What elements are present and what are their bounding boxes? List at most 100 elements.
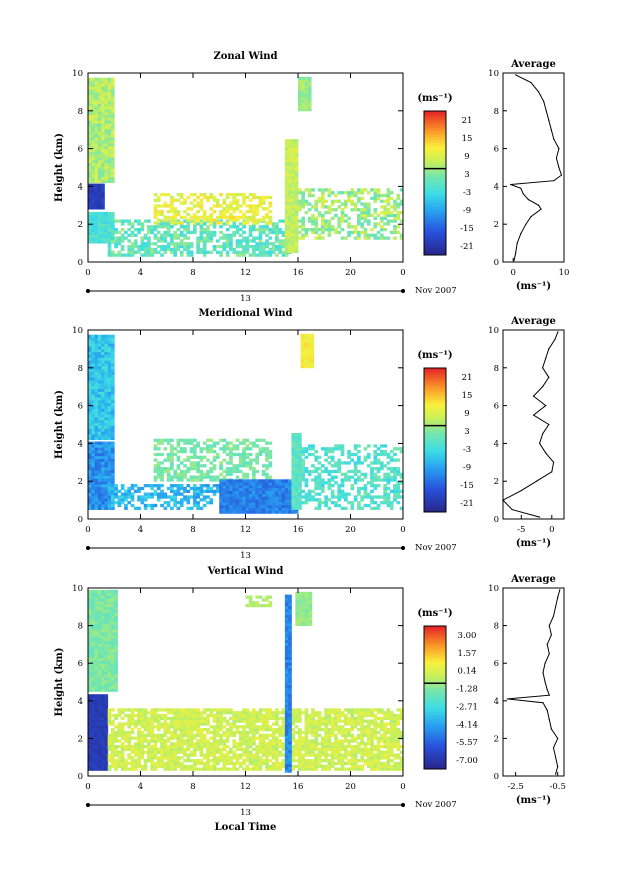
heatmap-cell xyxy=(183,441,187,445)
heatmap-cell xyxy=(235,215,240,219)
heatmap-cell xyxy=(265,227,269,232)
heatmap-cell xyxy=(278,501,282,506)
heatmap-cell xyxy=(370,506,374,510)
heatmap-cell xyxy=(301,469,305,474)
heatmap-cell xyxy=(360,478,365,482)
heatmap-cell xyxy=(91,697,95,701)
heatmap-cell xyxy=(183,210,187,214)
heatmap-cell xyxy=(94,589,99,594)
heatmap-cell xyxy=(97,441,102,445)
heatmap-cell xyxy=(91,237,95,241)
heatmap-cell xyxy=(294,153,299,157)
heatmap-cell xyxy=(140,253,145,257)
heatmap-cell xyxy=(101,162,105,167)
heatmap-cell xyxy=(275,227,279,232)
y-tick-label: 2 xyxy=(78,477,83,487)
heatmap-cell xyxy=(366,205,371,209)
heatmap-cell xyxy=(255,756,260,760)
colorbar-tick-label: -15 xyxy=(460,481,474,491)
heatmap-cell xyxy=(300,347,305,352)
heatmap-cell xyxy=(88,388,92,392)
heatmap-cell xyxy=(206,761,210,766)
heatmap-cell xyxy=(114,623,118,627)
heatmap-cell xyxy=(94,629,99,633)
heatmap-cell xyxy=(268,450,273,454)
heatmap-cell xyxy=(104,433,109,438)
heatmap-cell xyxy=(300,336,305,340)
heatmap-cell xyxy=(88,391,92,395)
heatmap-cell xyxy=(347,225,351,229)
heatmap-cell xyxy=(104,503,109,508)
heatmap-cell xyxy=(291,241,296,245)
heatmap-cell xyxy=(133,489,138,493)
heatmap-cell xyxy=(183,747,187,752)
heatmap-cell xyxy=(179,438,184,442)
heatmap-cell xyxy=(91,162,95,167)
heatmap-cell xyxy=(393,486,397,491)
heatmap-cell xyxy=(104,120,109,124)
heatmap-cell xyxy=(389,501,394,505)
heatmap-cell xyxy=(94,394,99,398)
heatmap-cell xyxy=(291,215,296,219)
heatmap-cell xyxy=(288,176,292,180)
heatmap-cell xyxy=(265,475,269,479)
colorbar-segment xyxy=(424,483,446,487)
heatmap-cell xyxy=(114,484,118,488)
heatmap-cell xyxy=(353,452,358,457)
heatmap-cell xyxy=(107,428,112,432)
heatmap-cell xyxy=(301,233,305,237)
heatmap-cell xyxy=(235,504,240,509)
heatmap-cell xyxy=(91,595,95,599)
heatmap-cell xyxy=(304,230,309,235)
heatmap-cell xyxy=(91,447,95,451)
heatmap-cell xyxy=(156,438,161,442)
heatmap-cell xyxy=(199,475,204,479)
heatmap-cell xyxy=(199,506,204,510)
heatmap-cell xyxy=(327,225,332,229)
heatmap-cell xyxy=(107,606,112,611)
heatmap-cell xyxy=(229,728,233,732)
heatmap-cell xyxy=(117,753,122,757)
heatmap-cell xyxy=(265,244,269,249)
heatmap-cell xyxy=(163,218,168,222)
heatmap-cell xyxy=(153,503,158,508)
heatmap-cell xyxy=(183,486,187,491)
heatmap-cell xyxy=(104,145,109,150)
heatmap-cell xyxy=(91,495,95,499)
heatmap-cell xyxy=(101,405,105,409)
heatmap-cell xyxy=(193,716,197,721)
heatmap-cell xyxy=(255,458,260,462)
heatmap-cell xyxy=(199,207,204,211)
heatmap-cell xyxy=(104,464,109,468)
heatmap-cell xyxy=(88,380,92,384)
heatmap-cell xyxy=(150,747,155,752)
heatmap-cell xyxy=(110,601,115,605)
heatmap-cell xyxy=(373,450,378,454)
x-tick-label: 0 xyxy=(85,268,90,278)
heatmap-cell xyxy=(88,492,92,496)
average-profile-point xyxy=(558,166,560,169)
heatmap-cell xyxy=(380,227,384,232)
heatmap-cell xyxy=(393,498,397,502)
heatmap-cell xyxy=(166,722,171,726)
heatmap-cell xyxy=(91,123,95,127)
heatmap-cell xyxy=(229,461,233,465)
heatmap-cell xyxy=(176,756,181,760)
heatmap-cell xyxy=(380,495,384,499)
heatmap-cell xyxy=(294,173,299,177)
heatmap-cell xyxy=(107,444,112,448)
heatmap-cell xyxy=(143,725,148,729)
heatmap-cell xyxy=(298,478,302,482)
heatmap-cell xyxy=(97,467,102,471)
heatmap-cell xyxy=(189,767,194,771)
heatmap-cell xyxy=(301,447,305,451)
heatmap-cell xyxy=(265,447,269,451)
heatmap-cell xyxy=(94,697,99,701)
heatmap-cell xyxy=(265,496,269,500)
heatmap-cell xyxy=(110,343,115,347)
heatmap-cell xyxy=(110,220,115,224)
heatmap-cell xyxy=(320,486,325,491)
heatmap-cell xyxy=(238,739,243,743)
heatmap-cell xyxy=(91,708,95,712)
heatmap-cell xyxy=(101,189,105,193)
